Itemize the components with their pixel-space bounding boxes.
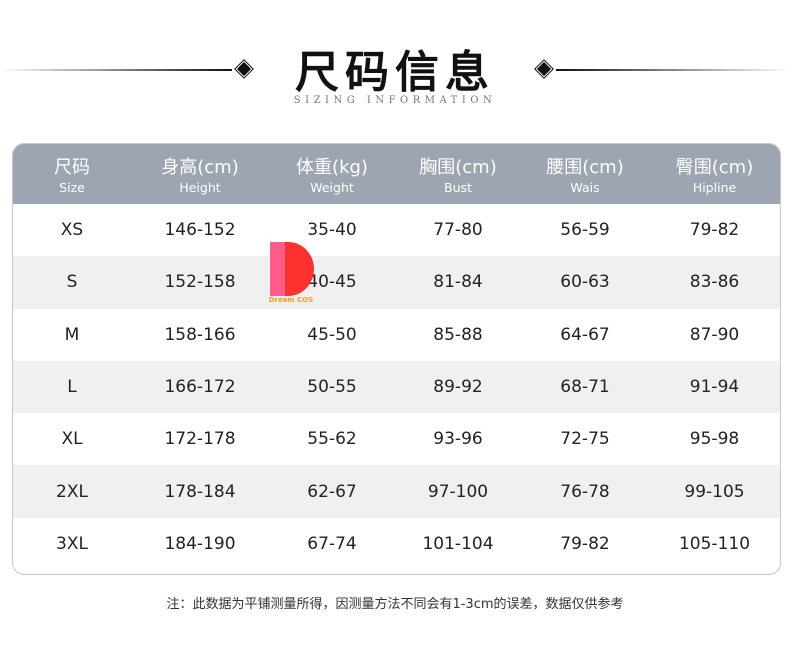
column-header: 臀围(cm) Hipline	[649, 144, 780, 204]
table-row: XS 146-152 35-40 77-80 56-59 79-82	[13, 204, 780, 256]
left-rule	[0, 69, 232, 71]
table-row: 2XL 178-184 62-67 97-100 76-78 99-105	[13, 465, 780, 518]
header-zh: 尺码	[54, 157, 90, 178]
table-cell: XL	[61, 429, 83, 450]
table-cell: 50-55	[307, 377, 357, 398]
right-rule	[556, 69, 790, 71]
table-cell: 184-190	[164, 533, 236, 554]
table-cell: 105-110	[678, 533, 751, 554]
column-header: 腰围(cm) Wais	[521, 144, 649, 204]
table-cell: XS	[60, 220, 84, 241]
table-cell: 67-74	[307, 533, 357, 554]
table-cell: 76-78	[560, 481, 610, 502]
table-cell: S	[66, 272, 78, 293]
table-row: XL 172-178 55-62 93-96 72-75 95-98	[13, 413, 780, 465]
table-cell: 99-105	[684, 481, 745, 502]
column-header: 尺码 Size	[13, 144, 131, 204]
table-cell: 178-184	[164, 481, 236, 502]
table-row: S 152-158 40-45 81-84 60-63 83-86	[13, 256, 780, 309]
table-row: 3XL 184-190 67-74 101-104 79-82 105-110	[13, 518, 780, 570]
table-cell: 101-104	[422, 533, 494, 554]
header-zh: 胸围(cm)	[419, 157, 497, 178]
header-zh: 身高(cm)	[161, 157, 239, 178]
table-cell: 79-82	[560, 533, 610, 554]
header-zh: 体重(kg)	[296, 157, 368, 178]
table-cell: 64-67	[560, 324, 610, 345]
table-cell: 89-92	[433, 377, 483, 398]
header-en: Wais	[570, 180, 600, 195]
table-cell: 81-84	[433, 272, 483, 293]
table-cell: 146-152	[164, 220, 236, 241]
header-zh: 腰围(cm)	[546, 157, 624, 178]
table-cell: 85-88	[433, 324, 483, 345]
table-cell: 97-100	[427, 481, 489, 502]
header-en: Bust	[444, 180, 472, 195]
table-cell: M	[64, 324, 80, 345]
table-cell: L	[67, 377, 77, 398]
table-cell: 56-59	[560, 220, 610, 241]
measurement-note: 注：此数据为平铺测量所得，因测量方法不同会有1-3cm的误差，数据仅供参考	[166, 597, 624, 612]
column-header: 胸围(cm) Bust	[395, 144, 521, 204]
table-cell: 166-172	[164, 377, 236, 398]
table-cell: 172-178	[164, 429, 236, 450]
column-header: 身高(cm) Height	[131, 144, 269, 204]
table-cell: 68-71	[560, 377, 610, 398]
page-title: 尺码信息	[295, 47, 495, 98]
header-en: Hipline	[692, 180, 737, 195]
table-cell: 72-75	[560, 429, 610, 450]
table-cell: 83-86	[689, 272, 740, 293]
table-cell: 152-158	[164, 272, 236, 293]
table-cell: 45-50	[307, 324, 357, 345]
table-row: M 158-166 45-50 85-88 64-67 87-90	[13, 309, 780, 361]
table-header: 尺码 Size 身高(cm) Height 体重(kg) Weight 胸围(cm) Bust…	[13, 144, 780, 204]
table-cell: 62-67	[307, 481, 357, 502]
column-header: 体重(kg) Weight	[269, 144, 395, 204]
header-en: Size	[59, 180, 85, 195]
header-en: Weight	[310, 180, 354, 195]
dream-cos-logo: Dream COS	[269, 242, 314, 302]
table-row: L 166-172 50-55 89-92 68-71 91-94	[13, 360, 780, 414]
table-cell: 91-94	[689, 377, 740, 398]
table-cell: 158-166	[164, 324, 236, 345]
table-cell: 55-62	[307, 429, 357, 450]
table-cell: 35-40	[307, 220, 357, 241]
table-cell: 87-90	[689, 324, 740, 345]
table-cell: 79-82	[689, 220, 740, 241]
table-cell: 60-63	[560, 272, 610, 293]
table-cell: 40-45	[307, 272, 357, 293]
table-cell: 93-96	[433, 429, 483, 450]
size-table: 尺码 Size 身高(cm) Height 体重(kg) Weight 胸围(cm) Bust…	[12, 143, 781, 575]
header-zh: 臀围(cm)	[675, 157, 754, 178]
svg-text:Dream COS: Dream COS	[269, 296, 314, 302]
header-en: Height	[179, 180, 221, 195]
page-subtitle: SIZING INFORMATION	[293, 95, 497, 106]
table-cell: 3XL	[56, 533, 88, 554]
table-cell: 95-98	[689, 429, 740, 450]
table-cell: 77-80	[433, 220, 483, 241]
table-cell: 2XL	[56, 481, 88, 502]
